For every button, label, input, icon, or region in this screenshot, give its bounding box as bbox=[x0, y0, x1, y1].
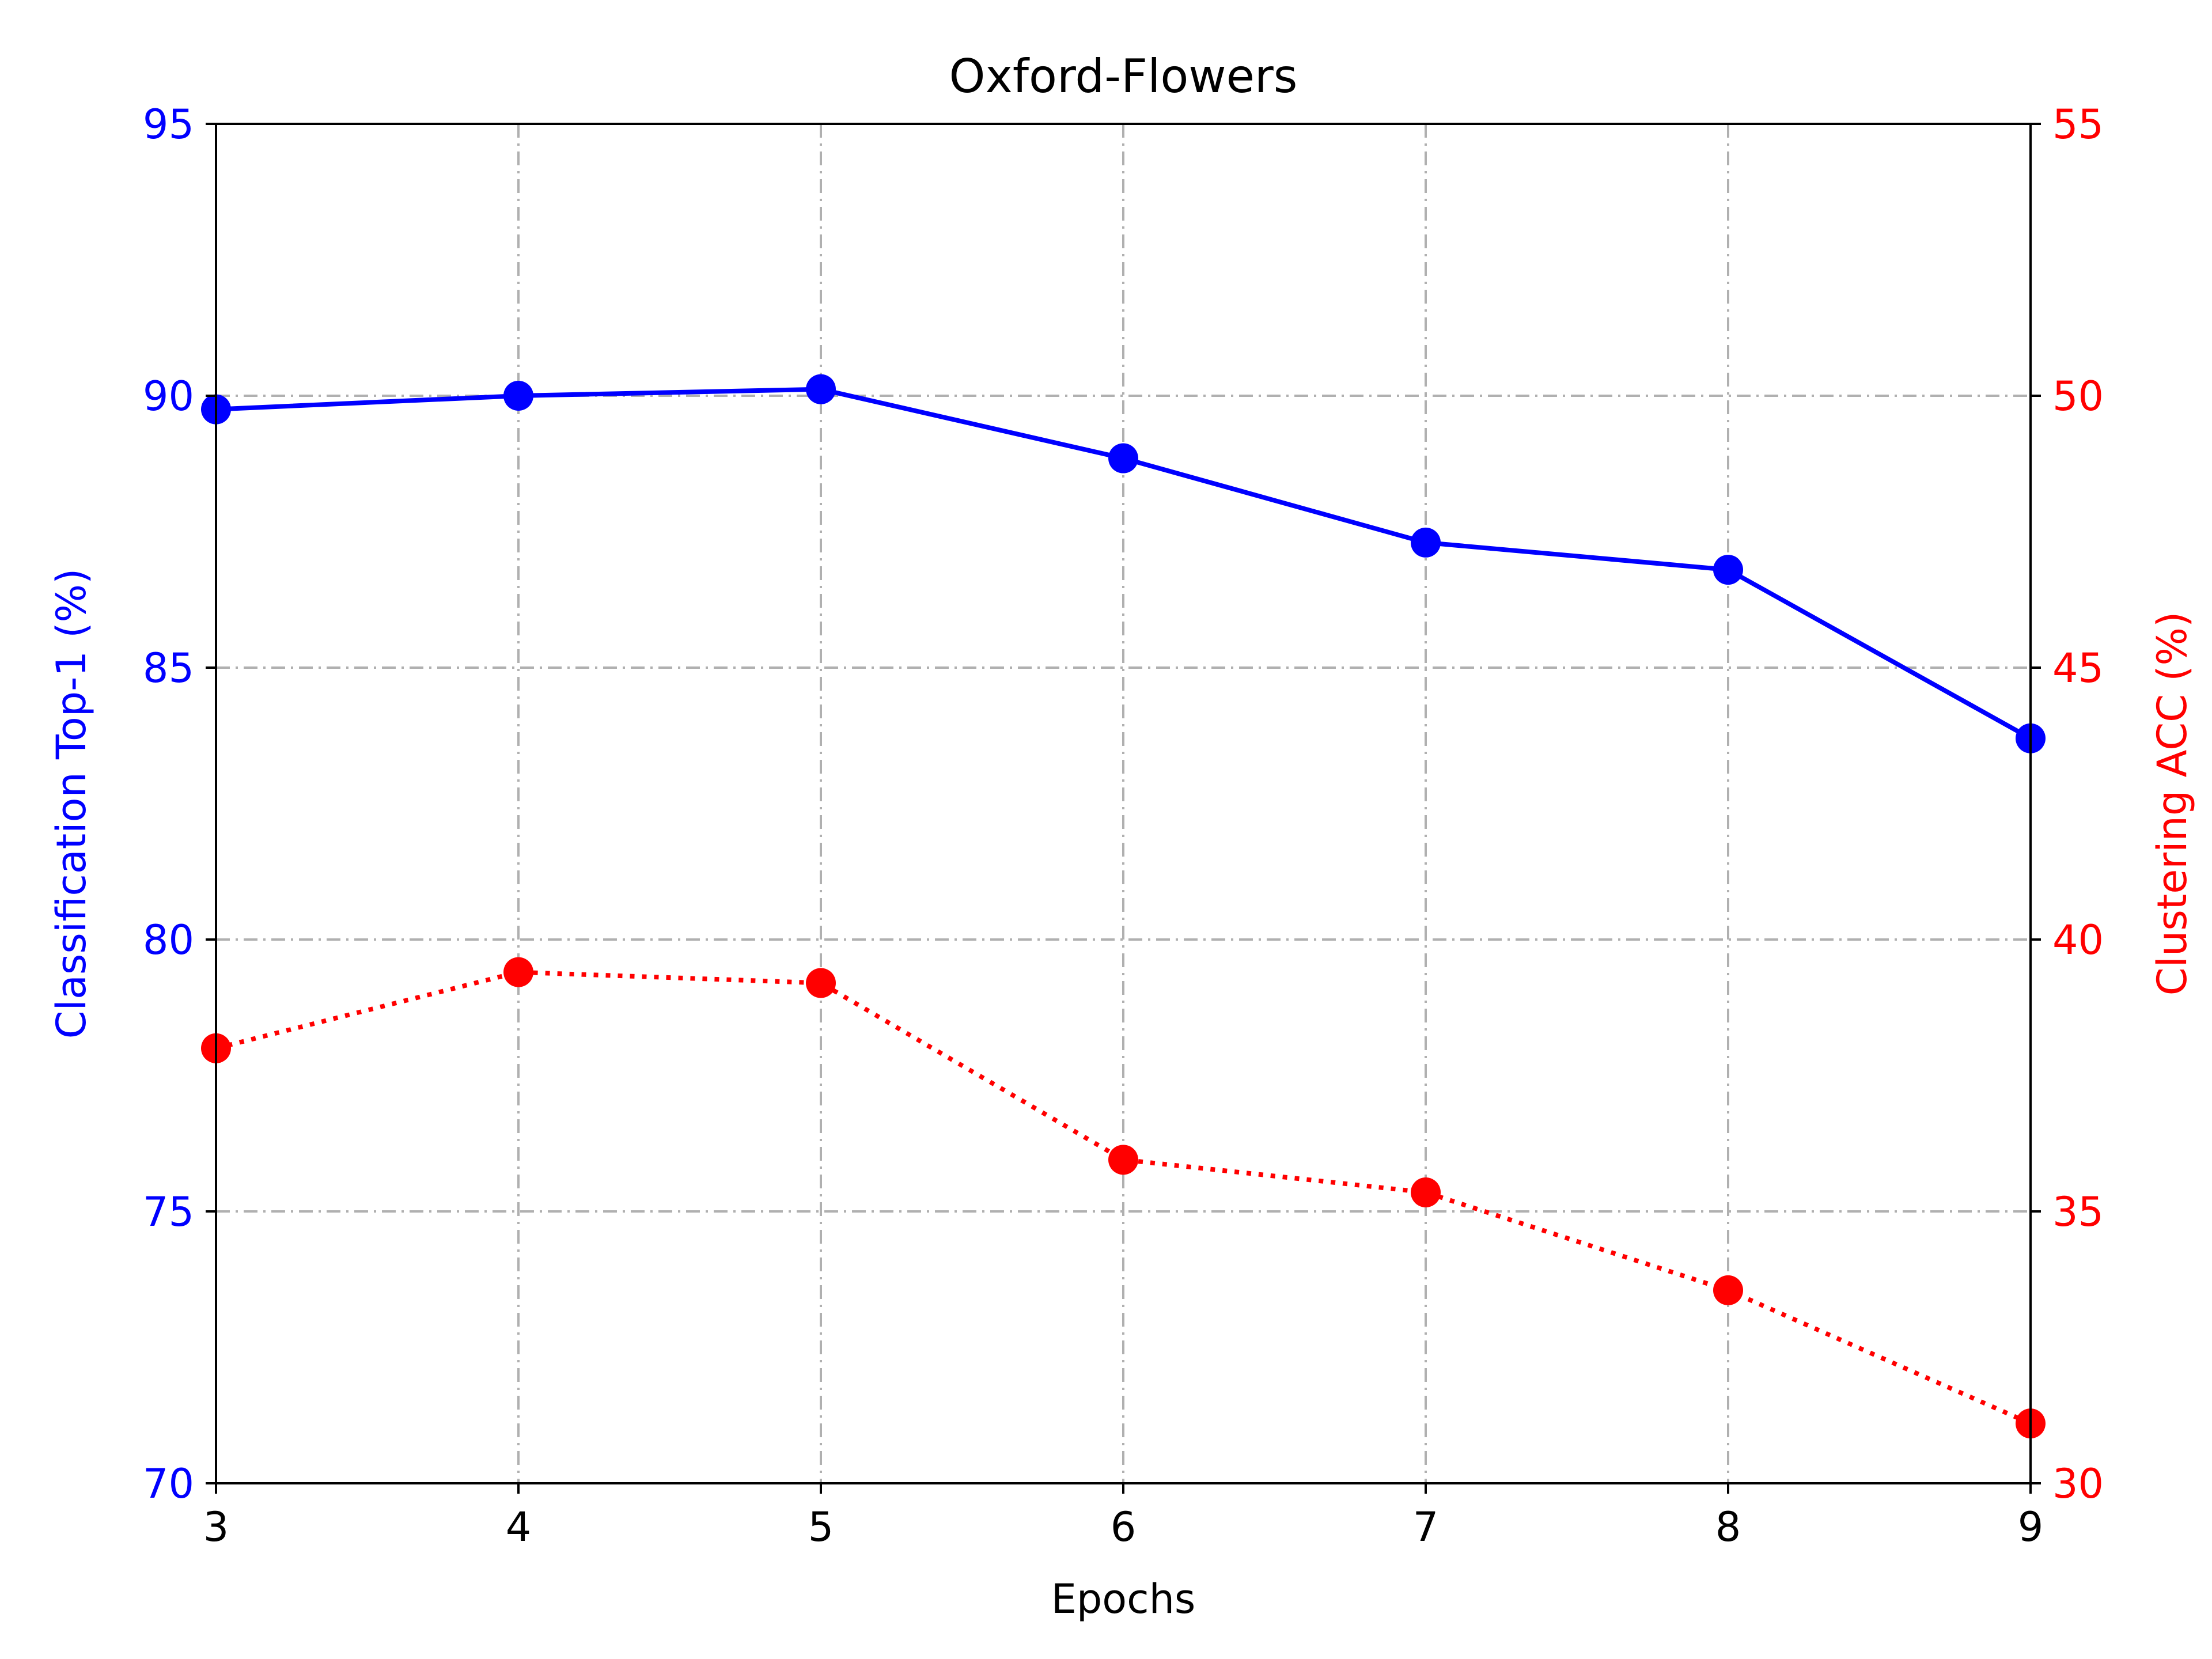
plot-area bbox=[201, 374, 2046, 1439]
series-2-point bbox=[806, 968, 836, 998]
x-tick-label: 5 bbox=[808, 1503, 834, 1551]
y-left-tick-label: 85 bbox=[143, 645, 194, 692]
y-right-tick-label: 45 bbox=[2052, 645, 2104, 692]
series-2-point bbox=[503, 957, 533, 987]
series-1-point bbox=[1411, 527, 1441, 558]
y-left-tick-label: 90 bbox=[143, 373, 194, 420]
y-axis-right-label: Clustering ACC (%) bbox=[2149, 612, 2196, 996]
series-1-point bbox=[1108, 443, 1138, 474]
series-2-point bbox=[1108, 1145, 1138, 1175]
x-tick-label: 9 bbox=[2018, 1503, 2044, 1551]
x-tick-label: 6 bbox=[1111, 1503, 1137, 1551]
y-left-tick-label: 95 bbox=[143, 101, 194, 148]
x-tick-label: 3 bbox=[203, 1503, 229, 1551]
x-tick-label: 4 bbox=[506, 1503, 532, 1551]
y-left-tick-label: 70 bbox=[143, 1460, 194, 1508]
y-right-tick-label: 30 bbox=[2052, 1460, 2104, 1508]
series-2-point bbox=[1411, 1177, 1441, 1207]
y-right-tick-label: 40 bbox=[2052, 916, 2104, 964]
series-2-point bbox=[1713, 1275, 1743, 1305]
x-tick-label: 7 bbox=[1413, 1503, 1439, 1551]
y-right-tick-label: 50 bbox=[2052, 373, 2104, 420]
series-1-point bbox=[503, 381, 533, 411]
chart-title: Oxford-Flowers bbox=[949, 50, 1298, 103]
y-left-tick-label: 75 bbox=[143, 1188, 194, 1236]
x-axis-label: Epochs bbox=[1051, 1575, 1196, 1623]
y-left-tick-label: 80 bbox=[143, 916, 194, 964]
y-right-tick-label: 35 bbox=[2052, 1188, 2104, 1236]
x-tick-label: 8 bbox=[1715, 1503, 1741, 1551]
series-1-point bbox=[1713, 555, 1743, 585]
y-right-tick-label: 55 bbox=[2052, 101, 2104, 148]
y-axis-left-label: Classification Top-1 (%) bbox=[48, 569, 95, 1039]
series-1-point bbox=[806, 374, 836, 404]
